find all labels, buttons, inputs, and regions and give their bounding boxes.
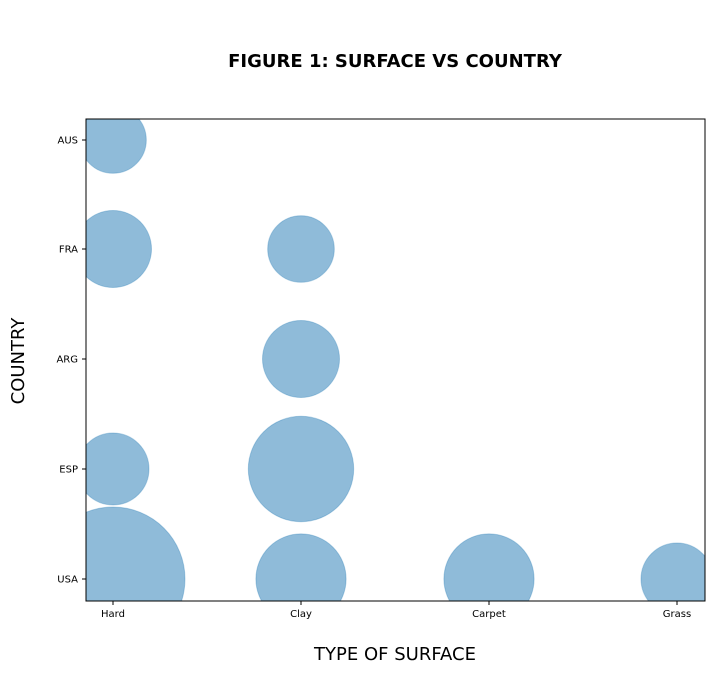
x-axis: Hard Clay Carpet Grass <box>101 601 691 620</box>
bubble-hard-fra <box>86 210 152 288</box>
y-axis-label: COUNTRY <box>8 317 29 405</box>
plot-frame <box>85 118 706 602</box>
bubble-clay-arg <box>262 320 340 398</box>
y-tick-label-aus: AUS <box>57 136 78 147</box>
x-tick-label-hard: Hard <box>101 609 125 620</box>
y-tick-label-esp: ESP <box>59 465 78 476</box>
x-tick-label-carpet: Carpet <box>472 609 506 620</box>
bubble-hard-aus <box>86 119 147 174</box>
bubble-carpet-usa <box>443 533 535 601</box>
y-tick-label-arg: ARG <box>56 355 78 366</box>
chart-title: FIGURE 1: SURFACE VS COUNTRY <box>228 51 563 72</box>
bubble-grass-usa <box>640 542 705 601</box>
x-tick-label-clay: Clay <box>290 609 312 620</box>
bubble-layer <box>86 119 705 601</box>
bubble-hard-usa <box>86 506 186 601</box>
y-tick-label-fra: FRA <box>59 245 78 256</box>
y-tick-label-usa: USA <box>57 575 78 586</box>
bubble-clay-usa <box>255 533 347 601</box>
x-tick-label-grass: Grass <box>663 609 691 620</box>
y-axis: USA ESP ARG FRA AUS <box>56 136 86 586</box>
bubble-hard-esp <box>86 432 150 506</box>
bubble-clay-fra <box>267 215 335 283</box>
bubble-clay-esp <box>247 415 355 523</box>
x-axis-label: TYPE OF SURFACE <box>313 644 476 665</box>
